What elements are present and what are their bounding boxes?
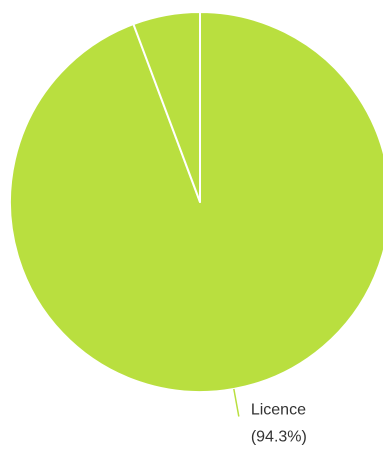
pie-slice-licence[interactable] [9,11,383,393]
slice-label: Licence [251,402,306,419]
slice-percent-label: (94.3%) [251,429,307,446]
leader-line-licence [233,388,240,417]
pie-slice-1[interactable] [132,11,201,203]
